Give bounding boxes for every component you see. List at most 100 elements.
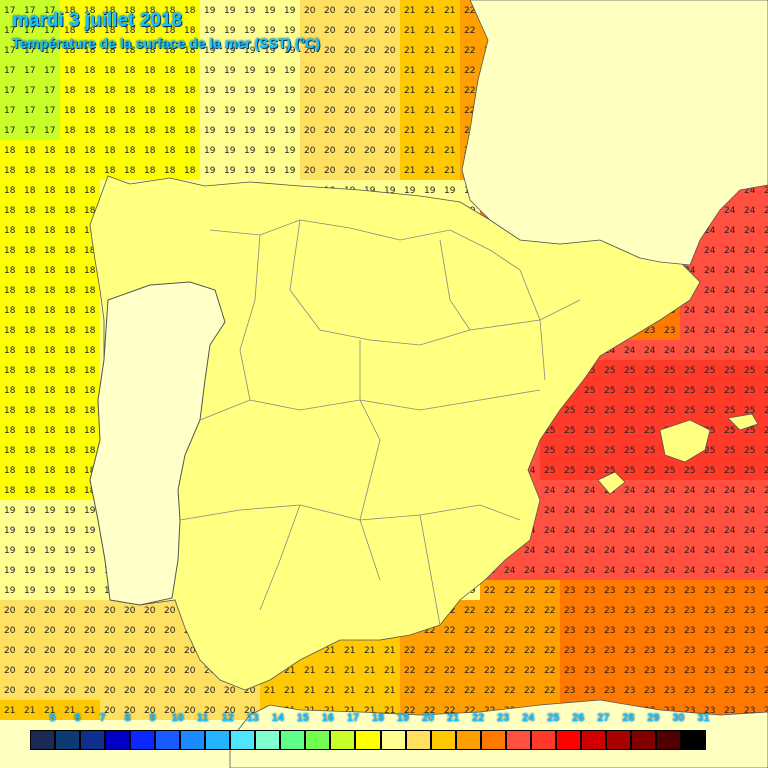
sst-value: 20: [124, 706, 136, 716]
sst-cell: [60, 260, 80, 280]
sst-value: 19: [224, 86, 236, 96]
sst-cell: [720, 280, 740, 300]
sst-cell: [440, 620, 460, 640]
legend-color-box: [230, 730, 256, 750]
sst-value: 23: [724, 686, 735, 696]
sst-value: 24: [644, 566, 656, 576]
sst-cell: [740, 340, 760, 360]
legend-label: 10: [171, 712, 184, 724]
sst-value: 25: [544, 426, 555, 436]
sst-cell: [720, 360, 740, 380]
sst-value: 19: [264, 146, 276, 156]
sst-cell: [40, 540, 60, 560]
sst-value: 25: [624, 446, 635, 456]
sst-value: 21: [344, 646, 355, 656]
sst-cell: [260, 160, 280, 180]
legend-label: 28: [622, 712, 635, 724]
sst-cell: [140, 660, 160, 680]
sst-cell: [760, 400, 768, 420]
sst-cell: [540, 660, 560, 680]
sst-value: 18: [24, 146, 36, 156]
sst-cell: [20, 200, 40, 220]
sst-cell: [620, 440, 640, 460]
sst-cell: [80, 580, 100, 600]
sst-cell: [500, 580, 520, 600]
sst-value: 23: [564, 586, 575, 596]
sst-value: 24: [684, 566, 696, 576]
sst-cell: [0, 400, 20, 420]
sst-value: 18: [84, 446, 96, 456]
sst-cell: [340, 60, 360, 80]
sst-value: 19: [64, 526, 76, 536]
sst-value: 24: [564, 566, 576, 576]
sst-cell: [520, 640, 540, 660]
sst-cell: [720, 680, 740, 700]
sst-value: 18: [64, 286, 76, 296]
sst-cell: [20, 180, 40, 200]
sst-value: 19: [224, 46, 236, 56]
sst-cell: [260, 20, 280, 40]
sst-cell: [100, 120, 120, 140]
sst-cell: [260, 80, 280, 100]
sst-value: 18: [104, 26, 116, 36]
sst-cell: [40, 80, 60, 100]
sst-value: 18: [4, 466, 16, 476]
sst-value: 24: [644, 346, 656, 356]
sst-value: 25: [744, 426, 755, 436]
sst-cell: [160, 660, 180, 680]
sst-value: 23: [724, 586, 735, 596]
sst-value: 20: [4, 686, 16, 696]
sst-cell: [560, 540, 580, 560]
sst-value: 24: [684, 546, 696, 556]
sst-value: 22: [544, 646, 555, 656]
sst-value: 23: [744, 666, 755, 676]
legend-label: 5: [49, 712, 56, 724]
sst-cell: [380, 160, 400, 180]
sst-cell: [460, 40, 480, 60]
sst-cell: [160, 100, 180, 120]
legend-label: 24: [522, 712, 535, 724]
sst-value: 18: [84, 306, 96, 316]
sst-value: 18: [84, 406, 96, 416]
sst-cell: [440, 60, 460, 80]
sst-cell: [520, 540, 540, 560]
sst-value: 17: [44, 46, 55, 56]
legend-label: 27: [597, 712, 610, 724]
sst-value: 24: [724, 326, 736, 336]
sst-value: 18: [124, 26, 136, 36]
sst-value: 20: [144, 626, 156, 636]
sst-value: 22: [484, 606, 495, 616]
sst-value: 18: [104, 126, 116, 136]
sst-value: 17: [44, 86, 55, 96]
sst-value: 23: [564, 606, 575, 616]
sst-value: 22: [444, 706, 455, 716]
sst-cell: [360, 120, 380, 140]
sst-cell: [40, 40, 60, 60]
sst-value: 18: [84, 106, 96, 116]
sst-cell: [700, 380, 720, 400]
sst-cell: [60, 300, 80, 320]
sst-value: 19: [44, 586, 56, 596]
sst-value: 23: [664, 686, 675, 696]
sst-value: 18: [184, 26, 196, 36]
sst-cell: [120, 80, 140, 100]
sst-cell: [640, 420, 660, 440]
sst-value: 20: [104, 686, 116, 696]
sst-cell: [580, 560, 600, 580]
sst-value: 20: [164, 666, 176, 676]
sst-cell: [740, 320, 760, 340]
sst-value: 17: [44, 66, 55, 76]
sst-value: 18: [184, 46, 196, 56]
sst-cell: [760, 260, 768, 280]
sst-cell: [760, 360, 768, 380]
sst-value: 18: [144, 66, 156, 76]
sst-cell: [220, 80, 240, 100]
sst-value: 18: [4, 346, 16, 356]
sst-cell: [680, 620, 700, 640]
sst-cell: [40, 480, 60, 500]
sst-cell: [280, 20, 300, 40]
sst-cell: [460, 680, 480, 700]
sst-cell: [40, 380, 60, 400]
sst-value: 20: [244, 706, 256, 716]
sst-cell: [760, 220, 768, 240]
